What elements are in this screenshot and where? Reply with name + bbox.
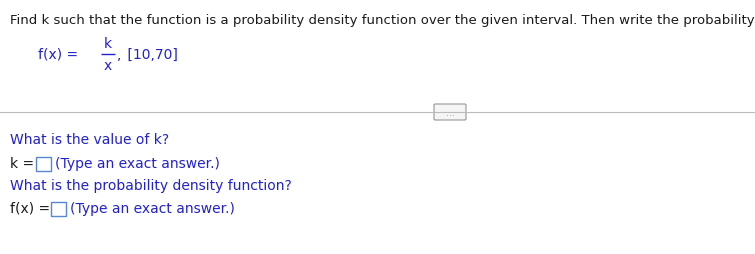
Text: f(x) =: f(x) = — [10, 201, 54, 215]
FancyBboxPatch shape — [434, 105, 466, 121]
Text: What is the value of k?: What is the value of k? — [10, 133, 169, 146]
Bar — [51, 202, 66, 216]
Text: f(x) =: f(x) = — [38, 48, 82, 62]
Text: ...: ... — [445, 108, 455, 117]
Text: (Type an exact answer.): (Type an exact answer.) — [55, 156, 220, 170]
Text: ,: , — [117, 48, 122, 62]
Bar — [36, 157, 51, 171]
Text: [10,70]: [10,70] — [123, 48, 178, 62]
Text: (Type an exact answer.): (Type an exact answer.) — [70, 201, 235, 215]
Text: k =: k = — [10, 156, 39, 170]
Text: x: x — [104, 59, 112, 73]
Text: What is the probability density function?: What is the probability density function… — [10, 178, 291, 192]
Text: k: k — [104, 37, 112, 51]
Text: Find k such that the function is a probability density function over the given i: Find k such that the function is a proba… — [10, 14, 755, 27]
